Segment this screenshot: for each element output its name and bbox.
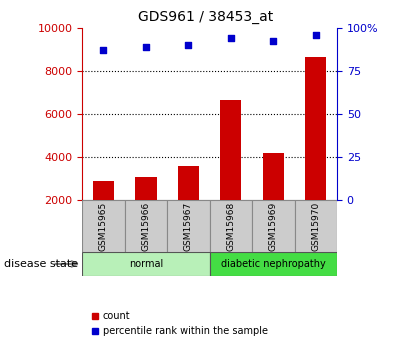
- Bar: [82, 200, 125, 252]
- Bar: [210, 252, 337, 276]
- Point: [143, 44, 149, 49]
- Bar: [135, 177, 157, 243]
- Bar: [220, 100, 242, 243]
- Text: GDS961 / 38453_at: GDS961 / 38453_at: [138, 10, 273, 24]
- Bar: [263, 152, 284, 243]
- Point: [185, 42, 192, 48]
- Bar: [210, 200, 252, 252]
- Text: disease state: disease state: [4, 259, 78, 269]
- Bar: [295, 200, 337, 252]
- Text: GSM15967: GSM15967: [184, 201, 193, 250]
- Bar: [167, 200, 210, 252]
- Point: [270, 39, 277, 44]
- Text: GSM15969: GSM15969: [269, 201, 278, 250]
- Text: normal: normal: [129, 259, 163, 269]
- Bar: [305, 57, 326, 243]
- Bar: [93, 181, 114, 243]
- Text: GSM15966: GSM15966: [141, 201, 150, 250]
- Bar: [178, 166, 199, 243]
- Bar: [252, 200, 295, 252]
- Text: GSM15968: GSM15968: [226, 201, 236, 250]
- Bar: [125, 200, 167, 252]
- Point: [312, 32, 319, 37]
- Text: GSM15970: GSM15970: [311, 201, 320, 250]
- Point: [228, 35, 234, 41]
- Bar: [82, 252, 210, 276]
- Legend: count, percentile rank within the sample: count, percentile rank within the sample: [87, 307, 272, 340]
- Text: diabetic nephropathy: diabetic nephropathy: [221, 259, 326, 269]
- Point: [100, 47, 107, 53]
- Text: GSM15965: GSM15965: [99, 201, 108, 250]
